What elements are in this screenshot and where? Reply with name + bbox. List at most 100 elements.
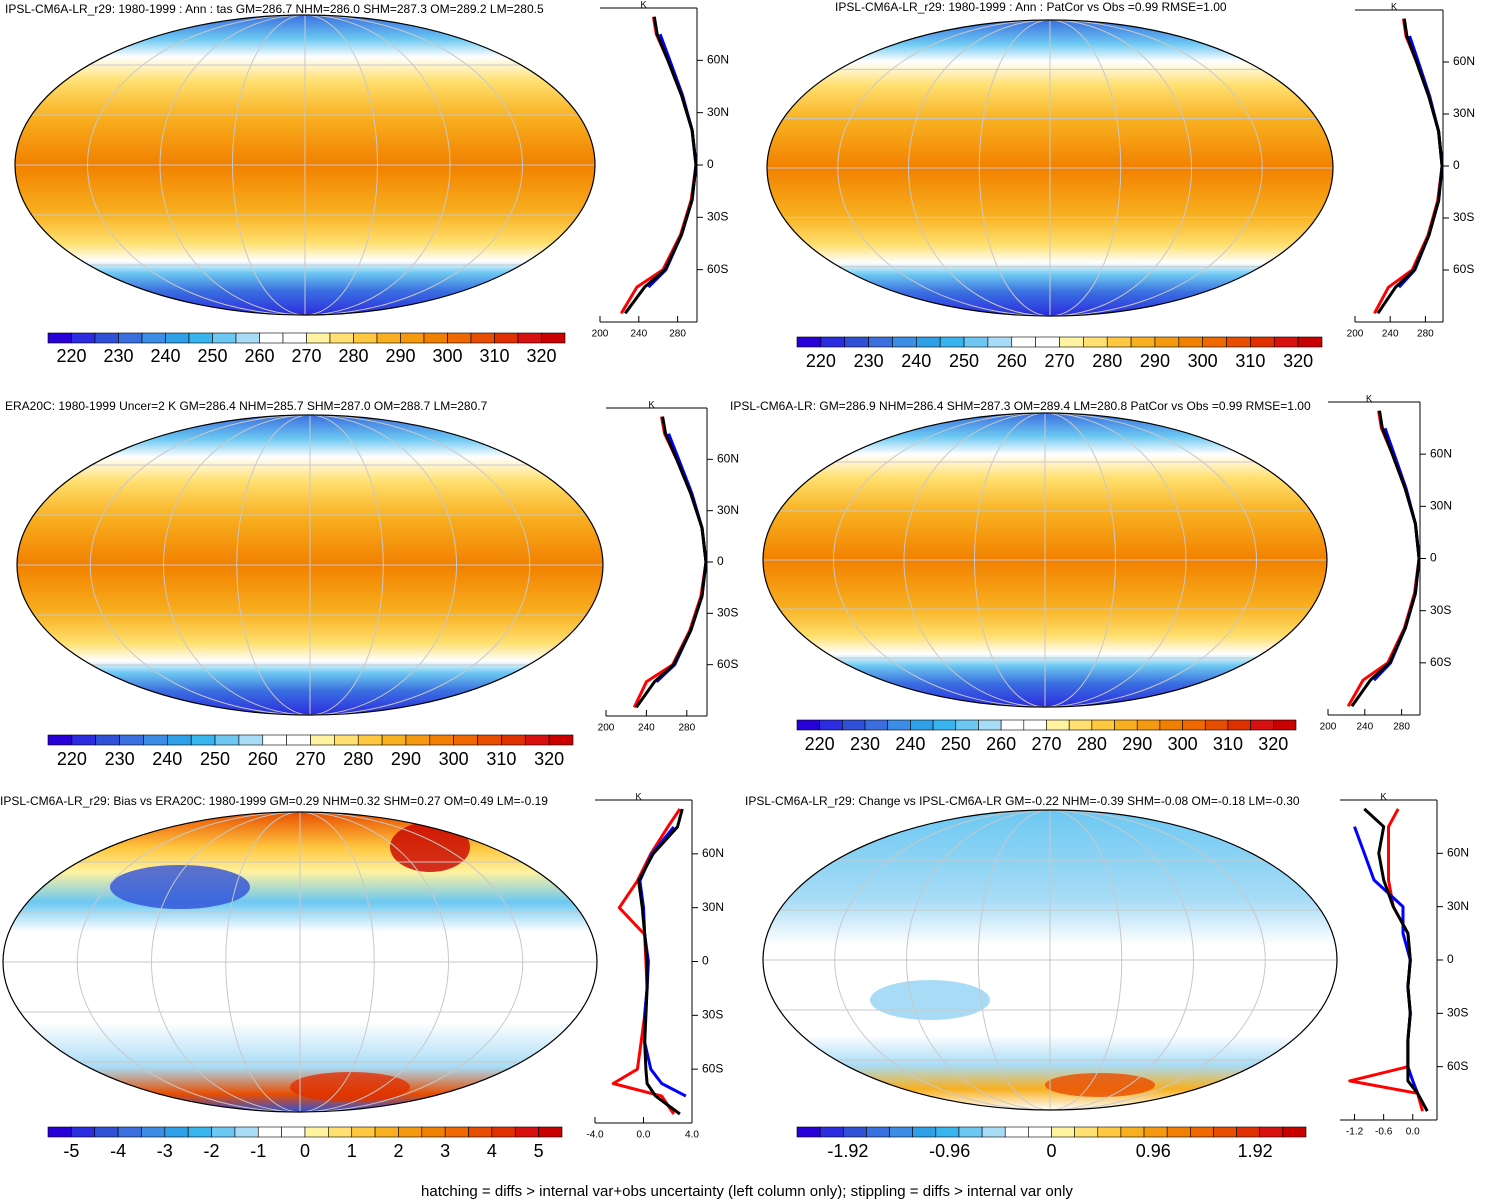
graticule (903, 413, 1187, 707)
graticule (834, 810, 1266, 1110)
anomaly-patch (290, 1072, 410, 1102)
colorbar-box (71, 1126, 96, 1138)
colorbar-box (1154, 336, 1180, 348)
colorbar-label: 300 (432, 346, 462, 366)
panel: IPSL-CM6A-LR_r29: 1980-1999 : Ann : PatC… (766, 0, 1475, 371)
colorbar-label: 3 (440, 1141, 450, 1161)
colorbar-label: 280 (343, 749, 373, 769)
colorbar-box (541, 332, 566, 344)
colorbar-box (501, 734, 526, 746)
map-border (2, 811, 598, 1113)
colorbar-box (963, 336, 989, 348)
panel: IPSL-CM6A-LR_r29: Bias vs ERA20C: 1980-1… (0, 791, 724, 1160)
profile-line (1350, 410, 1421, 708)
colorbar-label: -1 (250, 1141, 266, 1161)
colorbar-label: -5 (63, 1141, 79, 1161)
y-tick-label: 30N (1447, 899, 1469, 913)
map-overlay (17, 415, 603, 715)
y-tick-label: 0 (1430, 551, 1437, 565)
colorbar-box (1136, 719, 1161, 731)
y-tick-label: 60S (1447, 1059, 1468, 1073)
x-tick-label: -1.2 (1346, 1127, 1364, 1138)
colorbar-box (889, 1126, 913, 1138)
colorbar-box (141, 1126, 166, 1138)
anomaly-patch (870, 980, 990, 1020)
x-tick-label: 240 (630, 329, 647, 340)
colorbar-label: 280 (1092, 351, 1122, 371)
colorbar-label: 0 (300, 1141, 310, 1161)
colorbar-label: 250 (949, 351, 979, 371)
map-overlay (763, 413, 1327, 707)
colorbar-box (141, 332, 166, 344)
colorbar-box (234, 1126, 259, 1138)
colorbar-box (1028, 1126, 1052, 1138)
colorbar-label: 5 (534, 1141, 544, 1161)
x-tick-label: 200 (1347, 329, 1364, 340)
colorbar-box (1143, 1126, 1168, 1138)
y-tick-label: 30S (1453, 210, 1474, 224)
x-tick-label: 240 (1356, 722, 1373, 733)
colorbar-label: -2 (204, 1141, 220, 1161)
colorbar-box (524, 734, 550, 746)
colorbar-box (1091, 719, 1115, 731)
colorbar-box (165, 332, 190, 344)
y-tick-label: 60S (717, 657, 738, 671)
x-tick-label: -4.0 (586, 1130, 604, 1141)
colorbar-box (1011, 336, 1036, 348)
colorbar-box (281, 1126, 306, 1138)
colorbar-box (1068, 719, 1093, 731)
anomaly-patch (390, 822, 470, 872)
colorbar-box (398, 1126, 423, 1138)
colorbar-label: 290 (385, 346, 415, 366)
y-tick-label: 0 (717, 554, 724, 568)
panel: IPSL-CM6A-LR_r29: Change vs IPSL-CM6A-LR… (745, 791, 1469, 1160)
colorbar-box (892, 336, 917, 348)
colorbar-label: 280 (338, 346, 368, 366)
colorbar-box (1213, 1126, 1237, 1138)
colorbar-box (494, 332, 519, 344)
colorbar-label: 280 (1077, 734, 1107, 754)
colorbar-label: 250 (941, 734, 971, 754)
x-tick-label: 280 (1393, 722, 1410, 733)
colorbar-box (538, 1126, 563, 1138)
colorbar-box (868, 336, 893, 348)
panel-title: IPSL-CM6A-LR: GM=286.9 NHM=286.4 SHM=287… (730, 399, 1311, 413)
graticule (151, 812, 449, 1112)
colorbar-box (470, 332, 495, 344)
colorbar-box (1250, 336, 1275, 348)
colorbar-box (423, 332, 448, 344)
colorbar-box (405, 734, 431, 746)
x-tick-label: 280 (678, 723, 695, 734)
y-tick-label: 30S (1447, 1006, 1468, 1020)
colorbar-box (329, 332, 354, 344)
graticule (236, 415, 384, 715)
colorbar-box (978, 719, 1002, 731)
colorbar-box (819, 719, 843, 731)
colorbar-label: -3 (157, 1141, 173, 1161)
colorbar-box (282, 332, 307, 344)
profile-line (635, 416, 708, 709)
colorbar-box (304, 1126, 329, 1138)
y-tick-label: 60N (1430, 446, 1452, 460)
colorbar-box (1000, 719, 1025, 731)
y-tick-label: 30N (1453, 106, 1475, 120)
colorbar-box (1023, 719, 1047, 731)
colorbar-box (1190, 1126, 1214, 1138)
y-tick-label: 0 (1453, 158, 1460, 172)
y-tick-label: 30N (717, 503, 739, 517)
colorbar-box (188, 332, 213, 344)
y-tick-label: 60N (702, 846, 724, 860)
colorbar-box (935, 1126, 960, 1138)
colorbar-box (351, 1126, 376, 1138)
colorbar-box (47, 1126, 72, 1138)
map-border (16, 414, 604, 716)
colorbar-box (400, 332, 425, 344)
colorbar-box (328, 1126, 353, 1138)
panel-title: ERA20C: 1980-1999 Uncer=2 K GM=286.4 NHM… (5, 399, 488, 413)
map-border (14, 14, 596, 316)
colorbar-box (517, 332, 542, 344)
colorbar-label: 260 (248, 749, 278, 769)
colorbar-box (1182, 719, 1206, 731)
colorbar-box (118, 332, 143, 344)
colorbar-box (238, 734, 264, 746)
